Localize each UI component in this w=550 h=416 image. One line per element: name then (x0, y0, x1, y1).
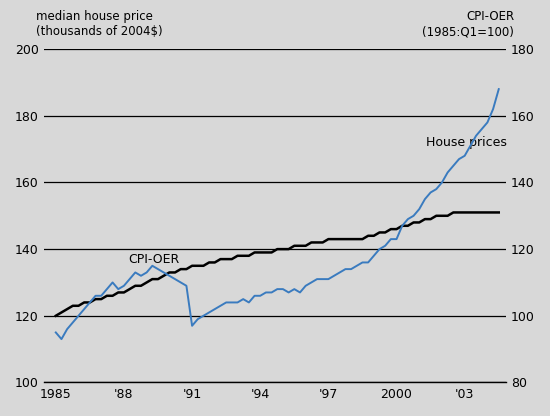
Text: CPI-OER
(1985:Q1=100): CPI-OER (1985:Q1=100) (422, 10, 514, 38)
Text: House prices: House prices (426, 136, 507, 149)
Text: CPI-OER: CPI-OER (129, 253, 180, 266)
Text: median house price
(thousands of 2004$): median house price (thousands of 2004$) (36, 10, 162, 38)
